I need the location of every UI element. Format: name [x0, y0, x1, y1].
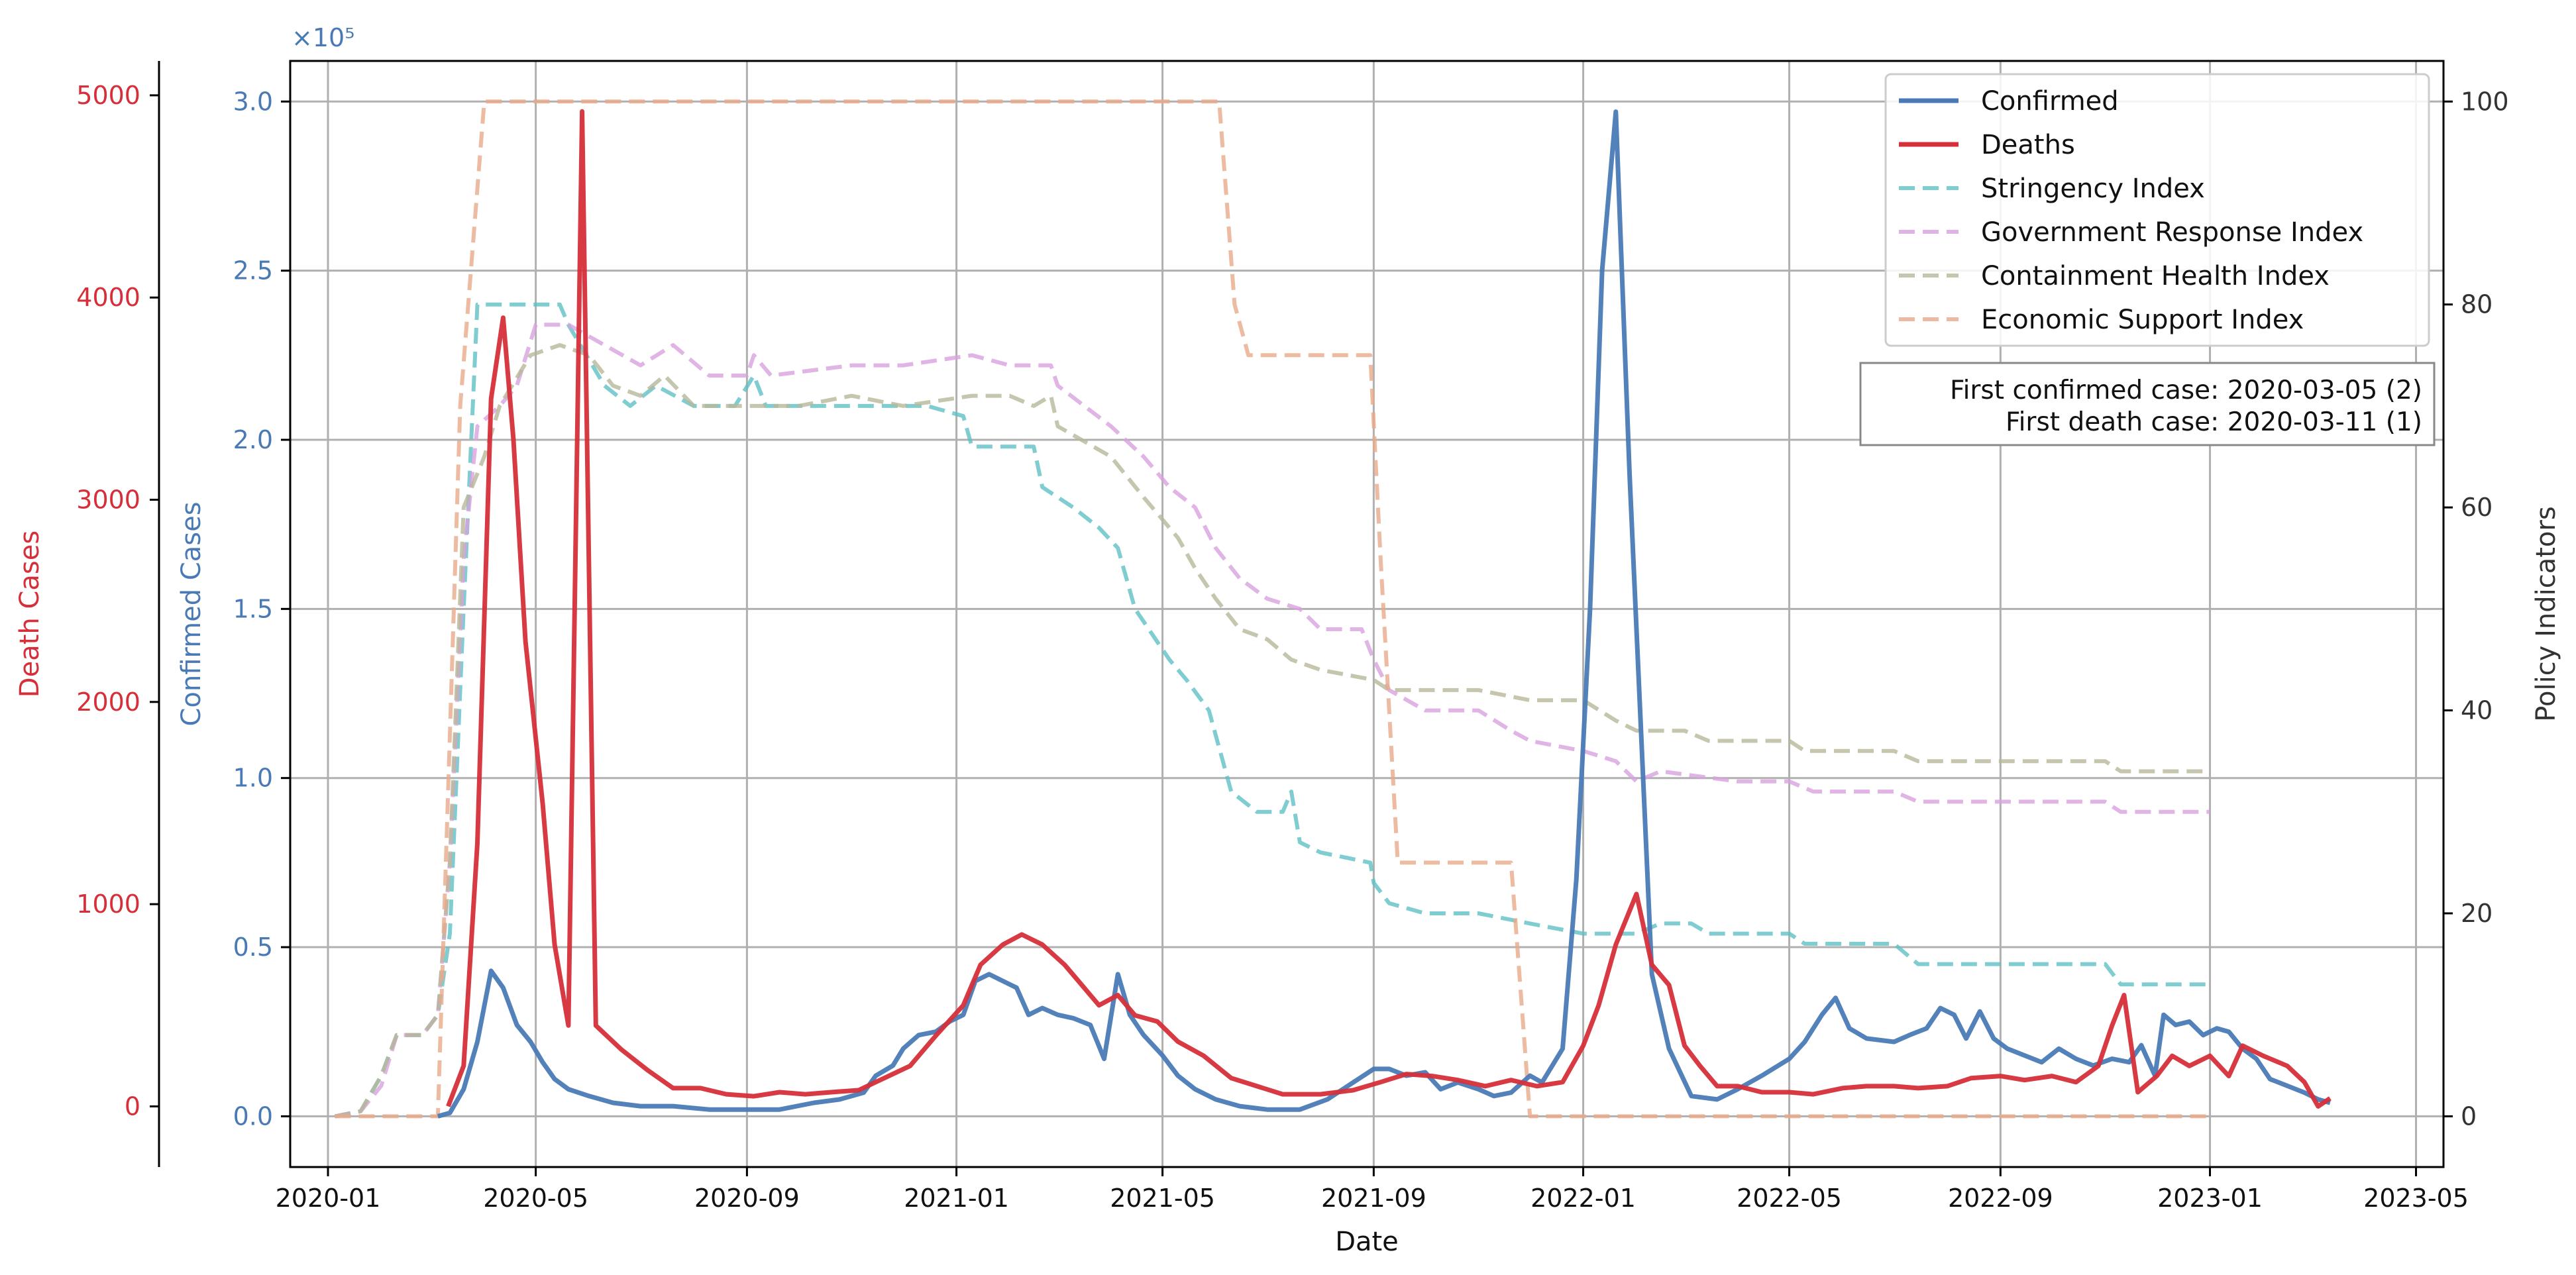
confirmed-axis-label: Confirmed Cases — [176, 501, 207, 726]
death-tick-label: 4000 — [76, 283, 140, 312]
plot-frame — [289, 60, 2445, 1168]
first-case-annotation: First confirmed case: 2020-03-05 (2) Fir… — [1859, 362, 2436, 446]
x-tick-label: 2022-01 — [1530, 1184, 1636, 1213]
annotation-line-2: First death case: 2020-03-11 (1) — [2006, 407, 2422, 437]
legend-box — [1884, 73, 2430, 347]
legend-label-deaths: Deaths — [1981, 130, 2075, 160]
policy-tick-label: 40 — [2461, 696, 2493, 725]
x-tick-label: 2021-01 — [904, 1184, 1009, 1213]
confirmed-tick-label: 1.5 — [233, 594, 273, 623]
policy-axis-label: Policy Indicators — [2531, 506, 2561, 721]
x-tick-label: 2021-09 — [1321, 1184, 1426, 1213]
confirmed-axis-multiplier: ×10⁵ — [292, 23, 354, 52]
confirmed-tick-label: 2.0 — [233, 425, 273, 454]
death-tick-label: 5000 — [76, 81, 140, 110]
confirmed-tick-label: 0.0 — [233, 1101, 273, 1131]
death-axis-label: Death Cases — [15, 531, 45, 697]
confirmed-axis: 0.0 0.5 1.0 1.5 2.0 2.5 3.0 — [233, 87, 290, 1131]
annotation-box — [1859, 362, 2436, 446]
series-line-confirmed — [437, 109, 2331, 1119]
confirmed-tick-label: 2.5 — [233, 256, 273, 285]
series-line-government-response-index — [334, 323, 2210, 1119]
death-tick-label: 2000 — [76, 688, 140, 717]
x-tick-label: 2020-09 — [694, 1184, 800, 1213]
death-tick-label: 1000 — [76, 890, 140, 919]
x-tick-label: 2020-01 — [276, 1184, 381, 1213]
x-tick-label: 2023-05 — [2363, 1184, 2469, 1213]
policy-tick-label: 20 — [2461, 899, 2493, 928]
x-axis-label: Date — [1335, 1227, 1399, 1257]
death-tick-label: 0 — [125, 1092, 140, 1121]
x-axis: 2020-01 2020-05 2020-09 2021-01 2021-05 2021-… — [276, 1167, 2469, 1213]
death-tick-label: 3000 — [76, 485, 140, 515]
x-tick-label: 2023-01 — [2157, 1184, 2263, 1213]
confirmed-tick-label: 1.0 — [233, 764, 273, 793]
legend-label-government-response-index: Government Response Index — [1981, 217, 2363, 248]
deaths-axis: 0 1000 2000 3000 4000 5000 — [76, 81, 159, 1121]
policy-axis: 0 20 40 60 80 100 — [2443, 87, 2509, 1131]
confirmed-tick-label: 3.0 — [233, 87, 273, 116]
annotation-line-1: First confirmed case: 2020-03-05 (2) — [1950, 376, 2422, 405]
policy-tick-label: 0 — [2461, 1101, 2477, 1131]
legend: Confirmed Deaths Stringency Index Governmen… — [1884, 73, 2430, 347]
x-tick-label: 2020-05 — [483, 1184, 588, 1213]
series-line-stringency-index — [334, 302, 2210, 1119]
series-line-deaths — [446, 109, 2332, 1109]
confirmed-tick-label: 0.5 — [233, 933, 273, 962]
series-layer — [334, 99, 2332, 1119]
policy-tick-label: 100 — [2461, 87, 2509, 116]
legend-label-confirmed: Confirmed — [1981, 86, 2119, 117]
legend-label-economic-support-index: Economic Support Index — [1981, 305, 2304, 335]
x-tick-label: 2021-05 — [1110, 1184, 1215, 1213]
legend-label-stringency-index: Stringency Index — [1981, 174, 2205, 204]
policy-tick-label: 60 — [2461, 493, 2493, 522]
legend-label-containment-health-index: Containment Health Index — [1981, 261, 2330, 291]
policy-tick-label: 80 — [2461, 290, 2493, 319]
x-tick-label: 2022-09 — [1948, 1184, 2053, 1213]
series-line-economic-support-index — [335, 99, 2210, 1119]
x-tick-label: 2022-05 — [1737, 1184, 1842, 1213]
